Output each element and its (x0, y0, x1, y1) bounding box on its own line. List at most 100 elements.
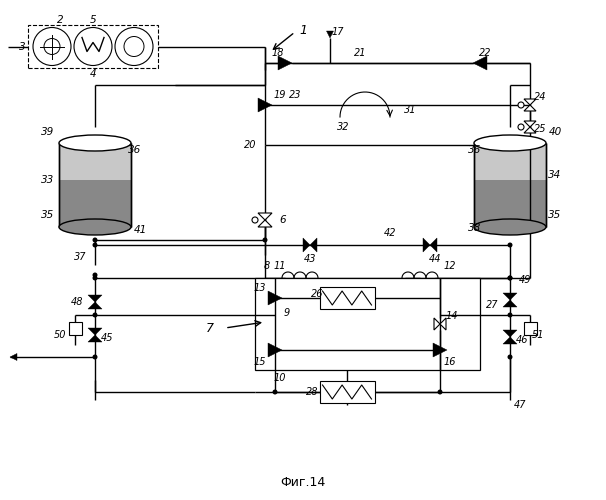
Polygon shape (524, 99, 536, 105)
Text: 18: 18 (271, 48, 284, 58)
Text: 35: 35 (41, 210, 55, 220)
Circle shape (93, 238, 98, 242)
Polygon shape (430, 238, 437, 252)
Text: 48: 48 (71, 297, 83, 307)
Polygon shape (434, 318, 440, 330)
Text: 34: 34 (548, 170, 562, 180)
Text: 17: 17 (331, 27, 344, 37)
Text: 43: 43 (304, 254, 316, 264)
Polygon shape (327, 31, 333, 38)
Bar (255, 278, 480, 370)
Ellipse shape (474, 135, 546, 151)
Text: 24: 24 (534, 92, 546, 102)
Text: 13: 13 (254, 283, 266, 293)
Circle shape (507, 242, 513, 248)
Polygon shape (258, 213, 272, 220)
Bar (524, 322, 536, 334)
Text: 47: 47 (514, 400, 526, 410)
Polygon shape (88, 302, 102, 309)
Circle shape (93, 242, 98, 248)
Text: 20: 20 (244, 140, 256, 150)
Text: 2: 2 (57, 15, 63, 25)
Text: 25: 25 (534, 124, 546, 134)
Polygon shape (423, 238, 430, 252)
Text: 15: 15 (254, 357, 266, 367)
Polygon shape (524, 127, 536, 133)
Circle shape (273, 390, 278, 394)
Circle shape (74, 28, 112, 66)
Polygon shape (268, 343, 282, 357)
Polygon shape (88, 335, 102, 342)
Circle shape (33, 28, 71, 66)
Bar (28, 25, 158, 68)
Polygon shape (258, 98, 272, 112)
Ellipse shape (59, 135, 131, 151)
Circle shape (507, 312, 513, 318)
Bar (474, 180, 546, 227)
Polygon shape (88, 328, 102, 335)
Text: 44: 44 (429, 254, 441, 264)
Polygon shape (10, 354, 17, 360)
Text: 42: 42 (384, 228, 396, 238)
Circle shape (252, 217, 258, 223)
Text: 5: 5 (90, 15, 96, 25)
Ellipse shape (474, 219, 546, 235)
Circle shape (507, 354, 513, 360)
Bar (319, 381, 375, 403)
Text: 23: 23 (288, 90, 301, 100)
Ellipse shape (59, 219, 131, 235)
Text: 11: 11 (274, 261, 286, 271)
Text: 50: 50 (54, 330, 66, 340)
Text: 51: 51 (531, 330, 544, 340)
Text: 36: 36 (128, 145, 142, 155)
Text: 27: 27 (486, 300, 498, 310)
Text: 36: 36 (468, 145, 482, 155)
Text: 7: 7 (206, 322, 214, 334)
Text: 14: 14 (446, 311, 458, 321)
Polygon shape (503, 337, 517, 344)
Text: Фиг.14: Фиг.14 (281, 476, 325, 488)
Circle shape (262, 238, 267, 242)
Text: 16: 16 (444, 357, 456, 367)
Bar (474, 143, 546, 180)
Polygon shape (440, 318, 446, 330)
Polygon shape (503, 293, 517, 300)
Polygon shape (524, 121, 536, 127)
Bar (319, 287, 375, 309)
Text: 41: 41 (133, 225, 147, 235)
Circle shape (115, 28, 153, 66)
Circle shape (93, 272, 98, 278)
Circle shape (93, 354, 98, 360)
Polygon shape (88, 295, 102, 302)
Text: 22: 22 (479, 48, 491, 58)
Text: 45: 45 (101, 333, 113, 343)
Text: 31: 31 (404, 105, 416, 115)
Text: 32: 32 (337, 122, 349, 132)
Circle shape (507, 276, 513, 280)
Polygon shape (503, 330, 517, 337)
Text: 26: 26 (311, 289, 323, 299)
Text: 8: 8 (264, 261, 270, 271)
Text: 19: 19 (274, 90, 286, 100)
Text: 12: 12 (444, 261, 456, 271)
Circle shape (438, 390, 442, 394)
Circle shape (507, 276, 513, 280)
Text: 39: 39 (41, 127, 55, 137)
Text: 3: 3 (19, 42, 25, 51)
Text: 6: 6 (280, 215, 286, 225)
Text: 28: 28 (306, 387, 318, 397)
Polygon shape (268, 291, 282, 305)
Polygon shape (278, 56, 292, 70)
Text: 10: 10 (274, 373, 286, 383)
Text: 9: 9 (284, 308, 290, 318)
Text: 38: 38 (468, 223, 482, 233)
Polygon shape (258, 220, 272, 227)
Text: 46: 46 (516, 335, 528, 345)
Bar (68, 322, 81, 334)
Polygon shape (524, 105, 536, 111)
Polygon shape (433, 343, 447, 357)
Text: 35: 35 (548, 210, 562, 220)
Polygon shape (473, 56, 487, 70)
Polygon shape (310, 238, 317, 252)
Polygon shape (503, 300, 517, 307)
